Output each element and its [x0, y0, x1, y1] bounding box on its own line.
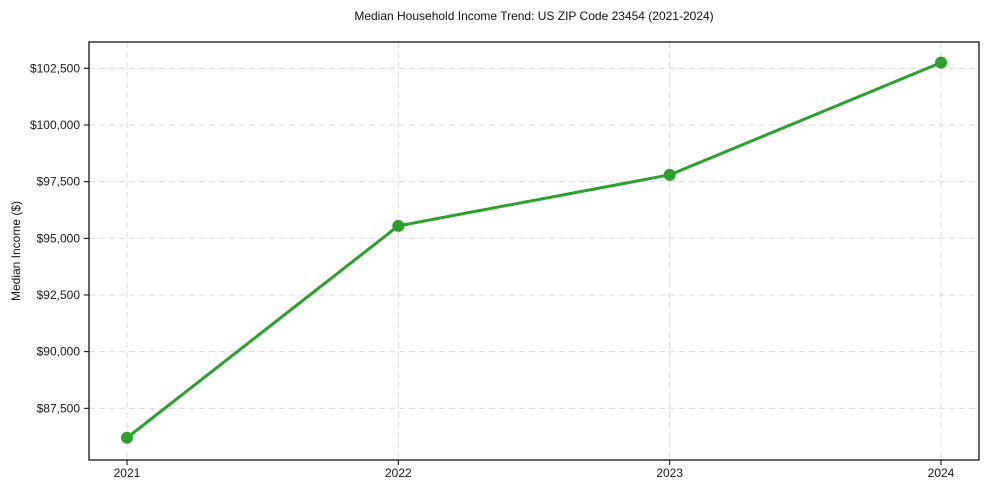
y-tick-label: $102,500	[30, 61, 80, 75]
data-point-2024	[935, 56, 948, 69]
trend-line	[125, 61, 943, 440]
x-tick-label: 2021	[114, 466, 141, 480]
y-tick-label: $87,500	[37, 401, 81, 415]
y-tick-label: $90,000	[37, 345, 81, 359]
y-tick-label: $97,500	[37, 175, 81, 189]
y-tick-label: $92,500	[37, 288, 81, 302]
data-point-2021	[120, 431, 133, 444]
y-tick-label: $95,000	[37, 231, 81, 245]
x-tick-label: 2023	[656, 466, 683, 480]
x-tick-label: 2022	[385, 466, 412, 480]
data-point-2023	[663, 168, 676, 181]
data-point-2022	[392, 219, 405, 232]
x-tick-label: 2024	[928, 466, 955, 480]
y-tick-label: $100,000	[30, 118, 80, 132]
plot-border	[88, 41, 980, 461]
chart-title: Median Household Income Trend: US ZIP Co…	[354, 9, 714, 23]
